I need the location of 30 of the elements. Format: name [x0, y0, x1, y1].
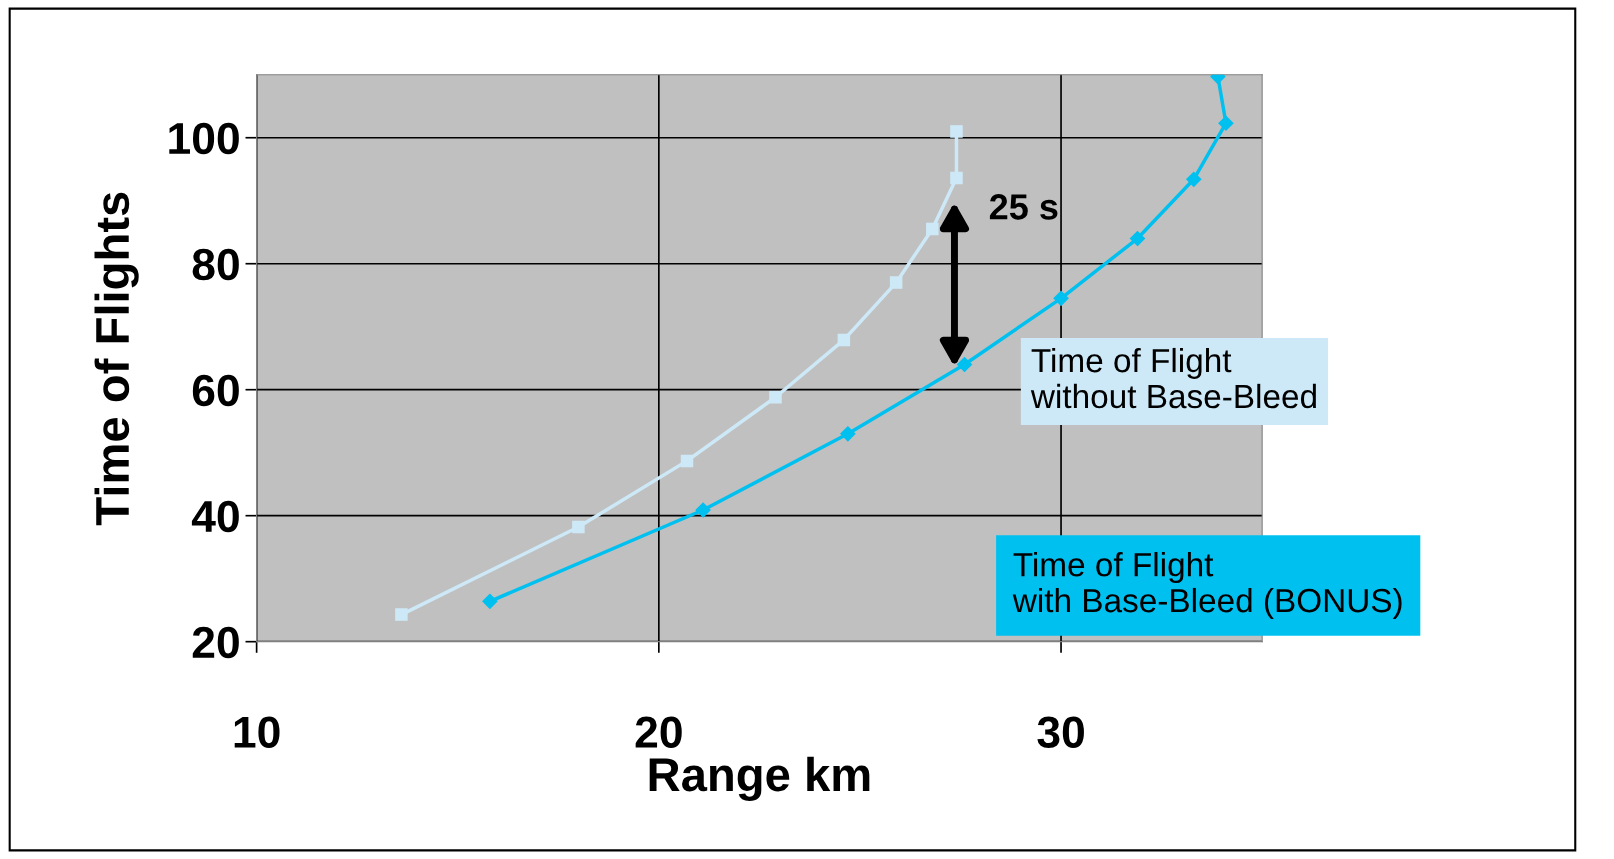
point: [840, 426, 856, 442]
point: [837, 333, 851, 347]
point: [926, 222, 939, 236]
x-tick-label: 10: [234, 716, 280, 748]
y-tick-label: 100: [169, 122, 239, 155]
x-tick-label: 20: [635, 716, 682, 748]
x-axis-title: Range km: [649, 756, 870, 801]
point: [1053, 290, 1069, 306]
text: Time of Flight with Base-Bleed (BONUS): [1012, 552, 1402, 619]
text: Time of Flight without Base-Bleed: [1030, 347, 1316, 409]
y-tick-label: 40: [191, 500, 239, 533]
point: [1129, 230, 1146, 247]
point: [680, 454, 694, 468]
point: [769, 391, 782, 404]
point: [1186, 171, 1202, 187]
point: [695, 502, 711, 518]
y-axis-title: Time of Flights: [94, 192, 139, 526]
point: [950, 171, 963, 185]
point: [889, 276, 903, 289]
point: [482, 593, 498, 609]
x-tick-label: 30: [1037, 716, 1084, 748]
y-tick-label: 20: [192, 626, 239, 659]
point: [572, 520, 585, 534]
point: [1218, 115, 1234, 131]
annotation: 25 s: [989, 194, 1058, 220]
y-tick-label: 80: [192, 248, 239, 281]
point: [395, 608, 408, 621]
point: [950, 125, 963, 138]
point: [956, 356, 973, 373]
y-tick-label: 60: [192, 374, 239, 407]
